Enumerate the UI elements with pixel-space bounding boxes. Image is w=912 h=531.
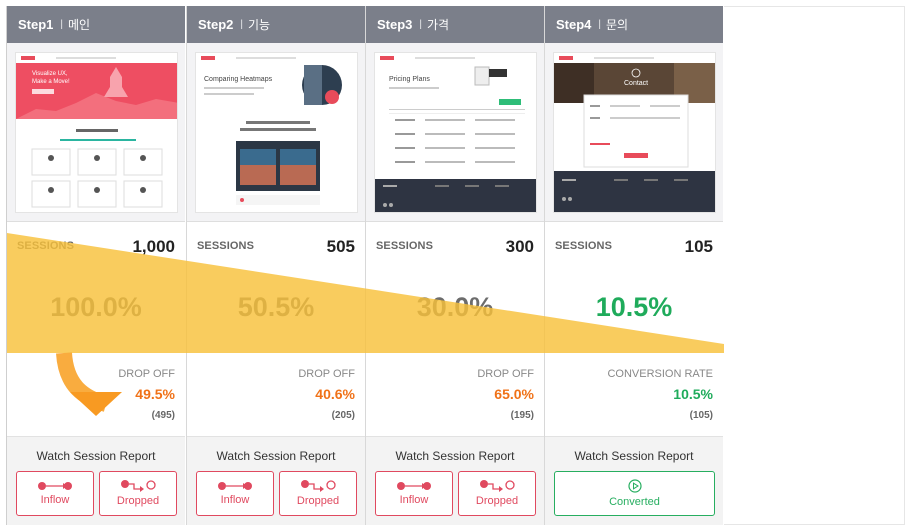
svg-text:Contact: Contact — [624, 80, 648, 87]
dropped-icon — [480, 480, 515, 492]
step-number: Step4 — [556, 17, 592, 32]
step-stats: SESSIONS 505 50.5% DROP OFF 40.6% (205) — [187, 221, 365, 436]
play-circle-icon — [627, 479, 642, 493]
dropped-label: Dropped — [116, 495, 160, 507]
sessions-label: SESSIONS — [17, 240, 75, 252]
step-stats: SESSIONS 1,000 100.0% DROP OFF 49.5% (49… — [7, 221, 185, 436]
watch-session-report-label: Watch Session Report — [36, 449, 156, 463]
watch-session-report-label: Watch Session Report — [574, 449, 694, 463]
page-thumbnail-area: Visualize UX, Make a Move! — [7, 43, 185, 221]
sessions-value: 505 — [326, 237, 355, 256]
watch-session-report-label: Watch Session Report — [216, 449, 336, 463]
step-stats: SESSIONS 105 10.5% CONVERSION RATE 10.5%… — [545, 221, 723, 436]
sessions-label: SESSIONS — [197, 240, 255, 252]
drop-off-label: DROP OFF — [298, 368, 355, 380]
page-thumbnail-pricing[interactable]: Pricing Plans — [374, 52, 537, 213]
converted-button[interactable]: Converted — [554, 471, 715, 516]
drop-off-rate: 40.6% — [315, 386, 355, 402]
dropped-label: Dropped — [475, 495, 519, 507]
svg-text:Comparing Heatmaps: Comparing Heatmaps — [204, 76, 273, 83]
step-header: Step1 | 메인 — [7, 6, 185, 43]
step-column-3: Step3 | 가격 Pricing Plans — [365, 6, 544, 525]
step-header: Step3 | 가격 — [366, 6, 544, 43]
step-header: Step2 | 기능 — [187, 6, 365, 43]
inflow-label: Inflow — [399, 494, 429, 506]
step-column-4: Step4 | 문의 Contact — [544, 6, 723, 525]
page-thumbnail-area: Pricing Plans — [366, 43, 544, 221]
session-report-panel: Watch Session Report Converted — [545, 436, 723, 525]
session-report-panel: Watch Session Report Inflow Dropped — [7, 436, 185, 525]
step-name: 메인 — [68, 18, 91, 32]
dropped-button[interactable]: Dropped — [458, 471, 536, 516]
svg-text:Pricing Plans: Pricing Plans — [389, 76, 430, 83]
page-thumbnail-area: Contact — [545, 43, 723, 221]
sessions-label: SESSIONS — [555, 240, 613, 252]
conversion-rate-label: CONVERSION RATE — [607, 368, 713, 380]
conversion-count: (105) — [689, 410, 713, 421]
conversion-rate: 10.5% — [673, 386, 713, 402]
step-column-2: Step2 | 기능 Comparing Heatmaps — [186, 6, 365, 525]
inflow-label: Inflow — [40, 494, 70, 506]
session-report-panel: Watch Session Report Inflow Dropped — [366, 436, 544, 525]
step-stats: SESSIONS 300 30.0% DROP OFF 65.0% (195) — [366, 221, 544, 436]
drop-off-count: (205) — [331, 410, 355, 421]
inflow-label: Inflow — [220, 494, 250, 506]
dropped-label: Dropped — [296, 495, 340, 507]
step-number: Step1 — [18, 17, 54, 32]
page-thumbnail-main[interactable]: Visualize UX, Make a Move! — [15, 52, 178, 213]
svg-text:Visualize UX,: Visualize UX, — [32, 71, 68, 77]
sessions-value: 1,000 — [132, 237, 175, 256]
inflow-button[interactable]: Inflow — [375, 471, 453, 516]
drop-off-rate: 65.0% — [494, 386, 534, 402]
right-frame — [724, 6, 905, 525]
dropped-button[interactable]: Dropped — [279, 471, 357, 516]
drop-off-label: DROP OFF — [118, 368, 175, 380]
inflow-button[interactable]: Inflow — [196, 471, 274, 516]
converted-label: Converted — [609, 496, 660, 508]
funnel-report: Step1 | 메인 Visualize UX, Make a Move! — [6, 6, 724, 525]
sessions-value: 300 — [505, 237, 534, 256]
svg-text:Make a Move!: Make a Move! — [32, 79, 70, 85]
session-report-panel: Watch Session Report Inflow Dropped — [187, 436, 365, 525]
step-name: 가격 — [427, 18, 450, 32]
drop-off-count: (195) — [510, 410, 534, 421]
conversion-percentage: 10.5% — [595, 292, 673, 322]
page-thumbnail-features[interactable]: Comparing Heatmaps — [195, 52, 358, 213]
sessions-label: SESSIONS — [376, 240, 434, 252]
watch-session-report-label: Watch Session Report — [395, 449, 515, 463]
dropped-icon — [121, 480, 156, 492]
inflow-icon — [397, 482, 431, 490]
step-number: Step3 — [377, 17, 413, 32]
drop-off-rate: 49.5% — [135, 386, 175, 402]
page-thumbnail-area: Comparing Heatmaps — [187, 43, 365, 221]
dropped-button[interactable]: Dropped — [99, 471, 177, 516]
inflow-icon — [38, 482, 72, 490]
drop-off-count: (495) — [151, 410, 175, 421]
step-name: 기능 — [248, 18, 271, 32]
step-name: 문의 — [606, 18, 629, 32]
step-header: Step4 | 문의 — [545, 6, 723, 43]
session-percentage: 30.0% — [416, 292, 494, 322]
session-percentage: 50.5% — [237, 292, 315, 322]
sessions-value: 105 — [684, 237, 713, 256]
inflow-button[interactable]: Inflow — [16, 471, 94, 516]
page-thumbnail-contact[interactable]: Contact — [553, 52, 716, 213]
step-number: Step2 — [198, 17, 234, 32]
step-column-1: Step1 | 메인 Visualize UX, Make a Move! — [6, 6, 185, 525]
dropped-icon — [301, 480, 336, 492]
drop-off-label: DROP OFF — [477, 368, 534, 380]
session-percentage: 100.0% — [50, 292, 142, 322]
inflow-icon — [218, 482, 252, 490]
